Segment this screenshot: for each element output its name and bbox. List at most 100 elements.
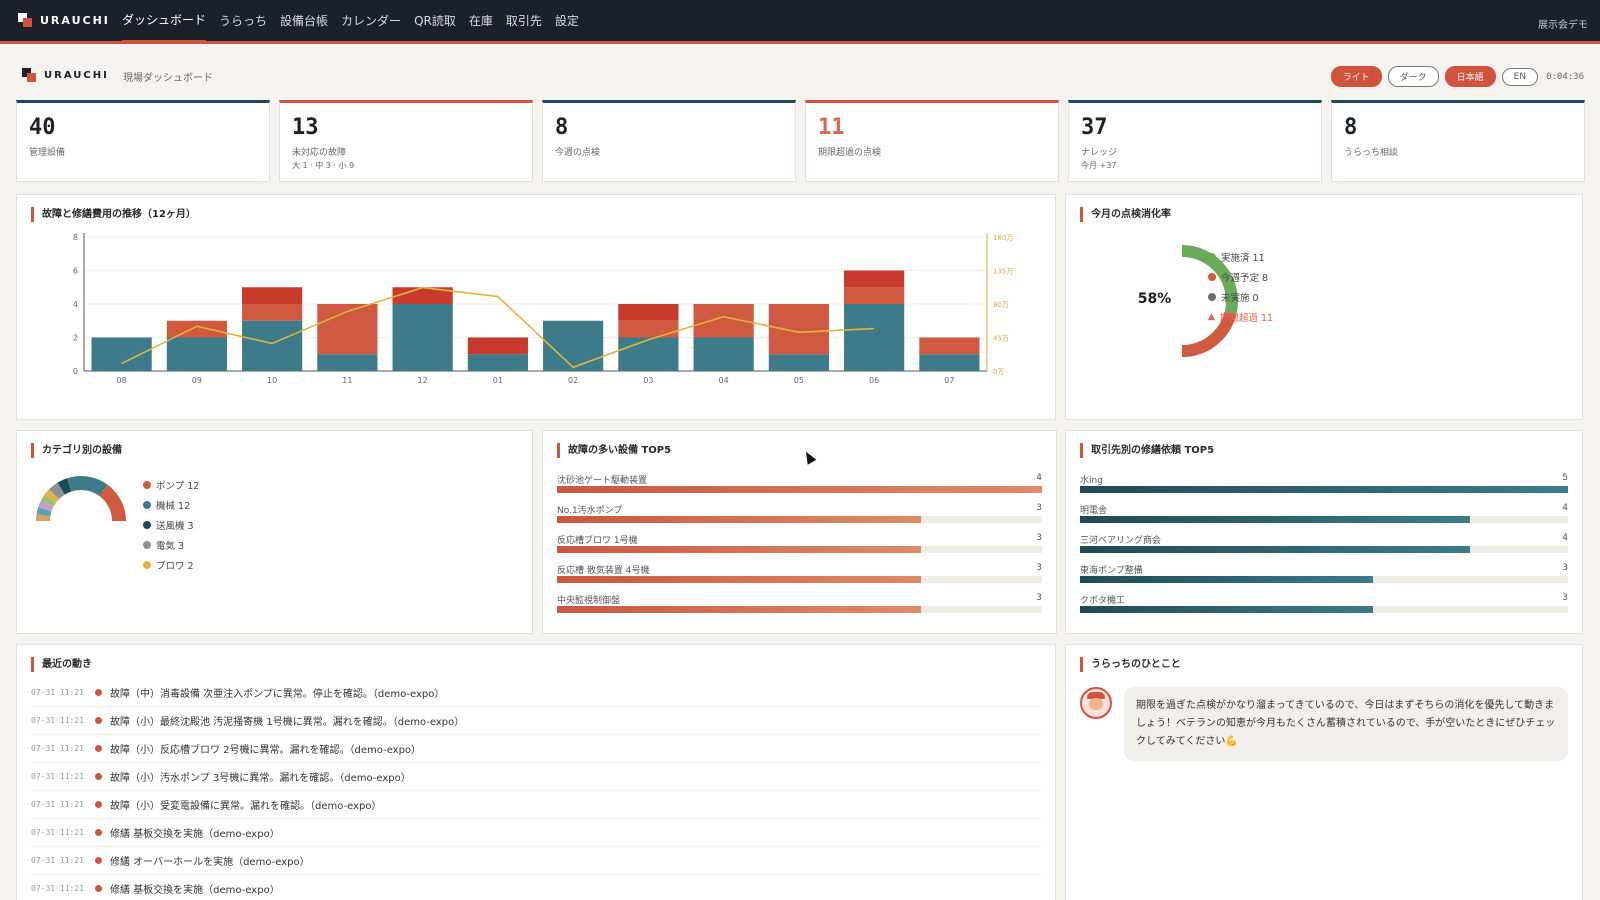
activity-item[interactable]: 07-31 11:21 故障（小）汚水ポンプ 3号機に異常。漏れを確認。（demo… (31, 763, 1041, 791)
kpi-open-failures[interactable]: 13 未対応の故障 大 1 · 中 3 · 小 9 (279, 100, 533, 182)
nav-uracchi[interactable]: うらっち (219, 14, 268, 28)
bar-segment (242, 287, 303, 304)
bar-segment (543, 320, 604, 371)
clock: 0:04:36 (1546, 71, 1584, 82)
y2-tick-label: 90万 (993, 301, 1009, 309)
x-tick-label: 06 (869, 376, 879, 385)
nav-inventory[interactable]: 在庫 (468, 14, 493, 28)
activity-text: 修繕 オーバーホールを実施（demo-expo） (110, 857, 310, 868)
vendor-row[interactable]: 水ing 5 (1080, 473, 1568, 503)
bar-segment (242, 320, 303, 371)
nav-calendar[interactable]: カレンダー (341, 14, 402, 28)
failure-count: 3 (1036, 533, 1042, 543)
kpi-overdue-inspections[interactable]: 11 期限超過の点検 (805, 100, 1059, 182)
nav-equipment-ledger[interactable]: 設備台帳 (280, 14, 329, 28)
top-vendor-requests-panel: 取引先別の修繕依頼 TOP5 水ing 5 明電舎 4 三河ベアリング商会 4 … (1065, 430, 1583, 634)
failure-bar-fill (557, 606, 921, 613)
dark-theme-button[interactable]: ダーク (1387, 66, 1439, 87)
y-tick-label: 0 (73, 367, 78, 376)
vendor-name: クボタ機工 (1080, 596, 1126, 606)
nav-dashboard[interactable]: ダッシュボード (122, 0, 207, 42)
nav-vendors[interactable]: 取引先 (505, 14, 542, 28)
japanese-language-button[interactable]: 日本語 (1444, 66, 1496, 87)
x-tick-label: 05 (794, 376, 804, 385)
light-theme-button[interactable]: ライト (1330, 66, 1382, 87)
status-dot-icon (95, 689, 102, 696)
activity-time: 07-31 11:21 (31, 800, 84, 809)
bar-segment (467, 337, 528, 355)
failure-name: 中央監視制御盤 (557, 596, 621, 606)
status-dot-icon (95, 801, 102, 808)
scheduled-dot-icon (1208, 273, 1216, 281)
vendor-row[interactable]: 三河ベアリング商会 4 (1080, 533, 1568, 563)
bar-segment (919, 337, 980, 355)
failure-row[interactable]: No.1汚水ポンプ 3 (557, 503, 1042, 533)
bar-segment (693, 337, 754, 371)
vendor-bar-track (1080, 606, 1568, 613)
failure-bar-track (557, 516, 1042, 523)
logo-icon (18, 13, 32, 27)
page-title: 現場ダッシュボード (123, 73, 213, 84)
bar-segment (919, 354, 980, 371)
failure-name: 沈砂池ゲート駆動装置 (557, 476, 648, 486)
vendor-count: 3 (1562, 593, 1568, 603)
vendor-bar-fill (1080, 576, 1373, 583)
bar-segment (618, 304, 679, 321)
kpi-value: 8 (555, 115, 569, 140)
kpi-value: 11 (818, 115, 845, 140)
recent-activity-panel: 最近の動き 07-31 11:21 故障（中）消毒設備 次亜注入ポンプに異常。停止… (16, 644, 1056, 900)
failure-row[interactable]: 中央監視制御盤 3 (557, 593, 1042, 623)
bar-segment (618, 337, 679, 371)
kpi-value: 13 (292, 115, 319, 140)
vendor-name: 水ing (1080, 476, 1103, 486)
bar-segment (844, 270, 905, 288)
activity-item[interactable]: 07-31 11:21 故障（小）受変電設備に異常。漏れを確認。（demo-exp… (31, 791, 1041, 819)
vendor-name: 東海ポンプ整備 (1080, 566, 1143, 576)
activity-item[interactable]: 07-31 11:21 故障（小）反応槽ブロワ 2号機に異常。漏れを確認。（dem… (31, 735, 1041, 763)
cost-line (121, 286, 875, 369)
bar-segment (242, 304, 303, 321)
vendor-bar-fill (1080, 516, 1471, 523)
vendor-bar-track (1080, 546, 1568, 553)
activity-item[interactable]: 07-31 11:21 修繕 基板交換を実施（demo-expo） (31, 875, 1041, 900)
activity-time: 07-31 11:21 (31, 688, 84, 697)
nav-settings[interactable]: 設定 (554, 14, 579, 28)
top-failure-equipment-panel: 故障の多い設備 TOP5 沈砂池ゲート駆動装置 4 No.1汚水ポンプ 3 反応… (542, 430, 1057, 634)
category-segment (38, 500, 54, 512)
kpi-weekly-inspections[interactable]: 8 今週の点検 (542, 100, 796, 182)
activity-item[interactable]: 07-31 11:21 故障（小）最終沈殿池 汚泥掻寄機 1号機に異常。漏れを確認… (31, 707, 1041, 735)
english-language-button[interactable]: EN (1501, 67, 1539, 86)
uracchi-avatar (1080, 687, 1112, 719)
vendor-row[interactable]: クボタ機工 3 (1080, 593, 1568, 623)
app-logo[interactable]: URAUCHI (18, 13, 110, 27)
activity-time: 07-31 11:21 (31, 828, 84, 837)
kpi-value: 37 (1081, 115, 1108, 140)
kpi-uracchi-consults[interactable]: 8 うらっち相談 (1331, 100, 1585, 182)
activity-item[interactable]: 07-31 11:21 修繕 基板交換を実施（demo-expo） (31, 819, 1041, 847)
failure-row[interactable]: 反応槽 散気装置 4号機 3 (557, 563, 1042, 593)
panel-title: 故障と修繕費用の推移（12ヶ月） (31, 207, 196, 222)
kpi-knowledge[interactable]: 37 ナレッジ 今月 +37 (1068, 100, 1322, 182)
panel-title: うらっちのひとこと (1080, 657, 1181, 672)
status-dot-icon (95, 717, 102, 724)
sub-brand: URAUCHI (22, 68, 109, 82)
vendor-count: 5 (1562, 473, 1568, 483)
y-tick-label: 4 (73, 300, 78, 309)
legend-done: 実施済 11 (1208, 247, 1273, 267)
bar-segment (317, 304, 378, 355)
kpi-managed-equipment[interactable]: 40 管理設備 (16, 100, 270, 182)
failure-count: 3 (1036, 563, 1042, 573)
vendor-bar-track (1080, 576, 1568, 583)
y-tick-label: 2 (73, 334, 78, 343)
vendor-row[interactable]: 明電舎 4 (1080, 503, 1568, 533)
vendor-bar-track (1080, 486, 1568, 493)
failure-name: 反応槽ブロワ 1号機 (557, 536, 638, 546)
failure-row[interactable]: 沈砂池ゲート駆動装置 4 (557, 473, 1042, 503)
activity-item[interactable]: 07-31 11:21 故障（中）消毒設備 次亜注入ポンプに異常。停止を確認。（d… (31, 679, 1041, 707)
activity-time: 07-31 11:21 (31, 716, 84, 725)
vendor-name: 三河ベアリング商会 (1080, 536, 1162, 546)
activity-item[interactable]: 07-31 11:21 修繕 オーバーホールを実施（demo-expo） (31, 847, 1041, 875)
failure-row[interactable]: 反応槽ブロワ 1号機 3 (557, 533, 1042, 563)
vendor-row[interactable]: 東海ポンプ整備 3 (1080, 563, 1568, 593)
nav-qr-reader[interactable]: QR読取 (414, 14, 456, 28)
